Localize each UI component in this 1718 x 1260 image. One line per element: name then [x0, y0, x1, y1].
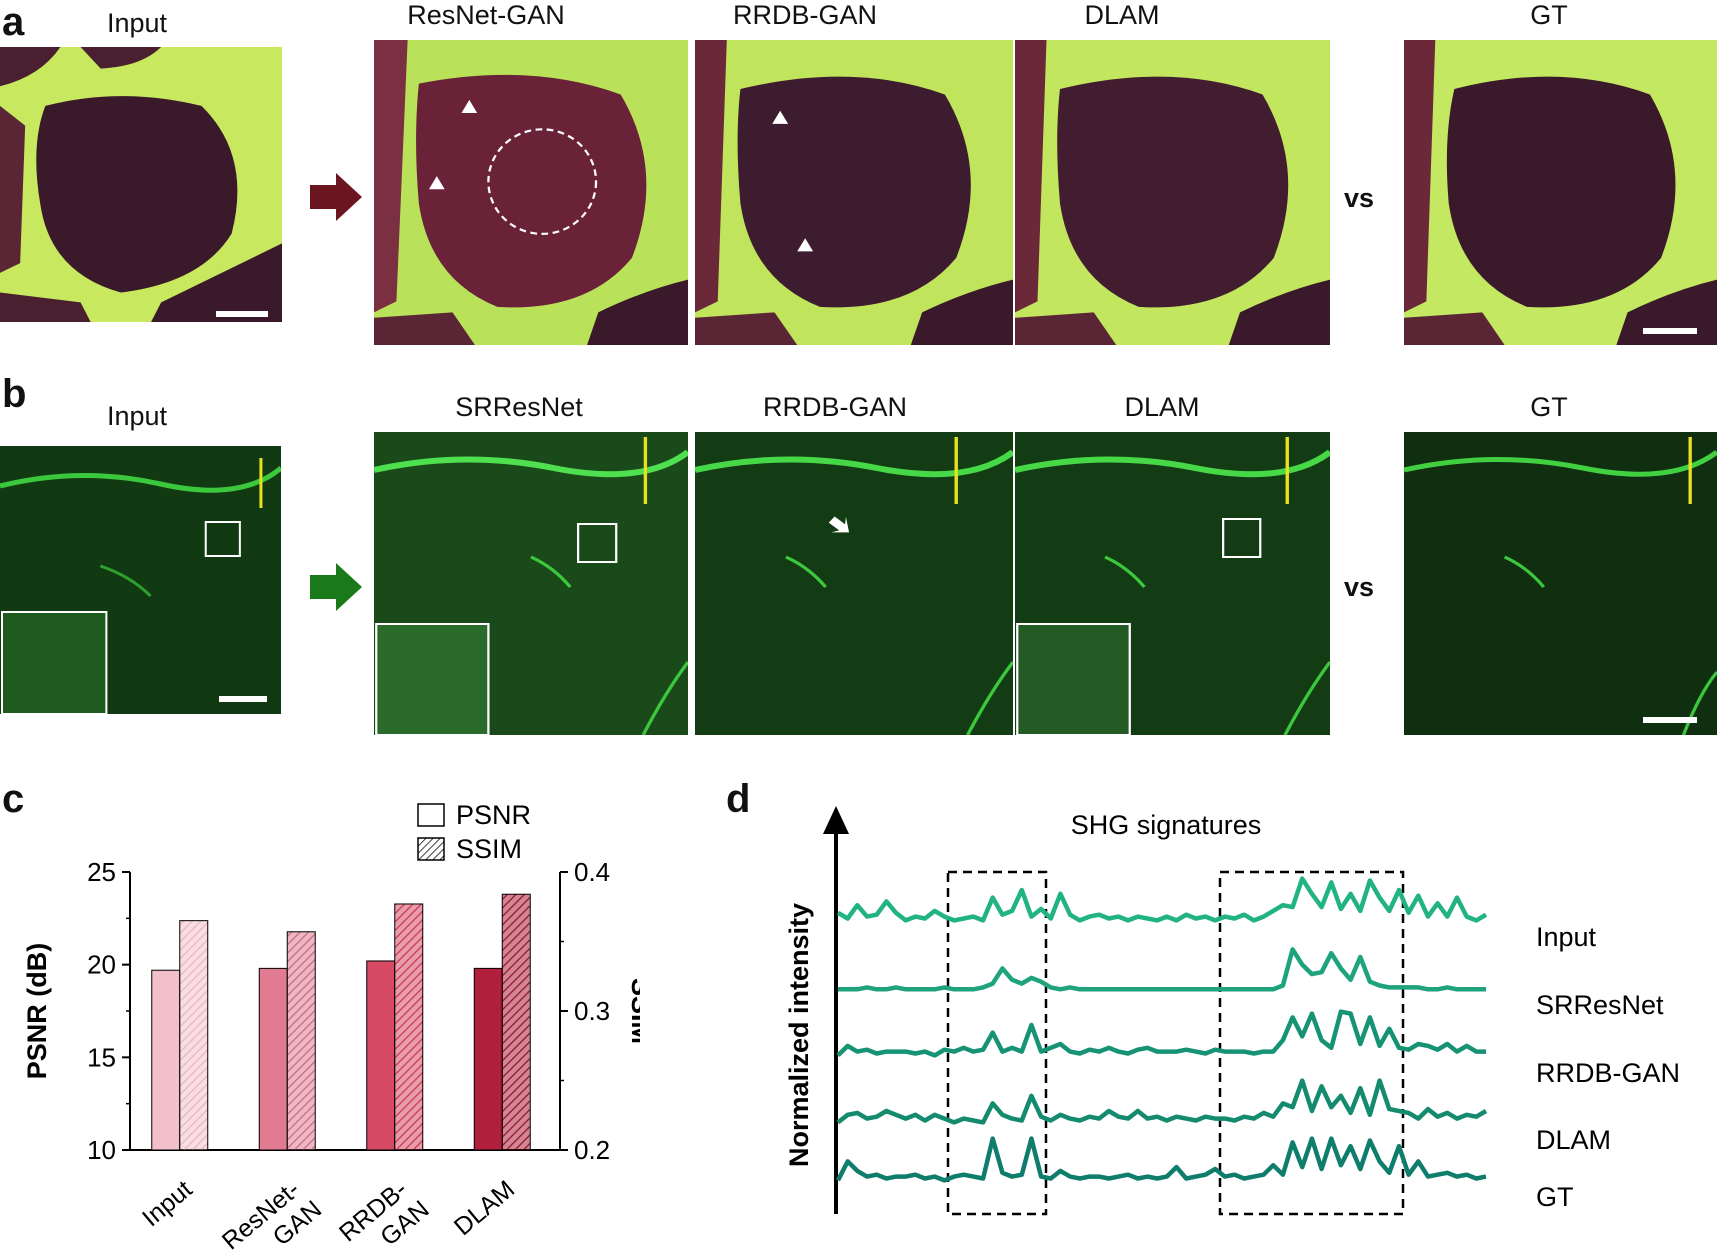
- panel-a-input-image: [0, 47, 282, 322]
- panel-b-input-scalebar: [219, 696, 267, 702]
- panel-b-title-gt: GT: [1530, 392, 1568, 422]
- series-label: GT: [1536, 1182, 1574, 1212]
- panel-b-title-rrdb-gan: RRDB-GAN: [762, 392, 908, 422]
- panel-a-gt-scalebar: [1643, 328, 1697, 334]
- signature-line: [836, 1078, 1488, 1125]
- signature-line: [838, 947, 1486, 992]
- panel-a-dlam-image: [1015, 40, 1330, 345]
- panel-a-arrow-icon: [310, 173, 362, 221]
- panel-a-letter: a: [2, 0, 25, 44]
- series-label: Input: [1536, 922, 1597, 952]
- x-tick-label: Input: [137, 1175, 198, 1232]
- panel-b-srresnet-image: [374, 432, 688, 735]
- signature-line: [835, 1136, 1487, 1183]
- legend-psnr-swatch: [417, 803, 445, 827]
- signature-line: [836, 1009, 1486, 1058]
- y-tick-label: 20: [87, 950, 116, 980]
- y-tick-label: 25: [87, 857, 116, 887]
- panel-b-title-dlam: DLAM: [1124, 392, 1200, 422]
- ssim-bar: [394, 903, 424, 1151]
- panel-a-gt-image: [1404, 40, 1717, 345]
- ssim-bar: [286, 931, 316, 1151]
- psnr-bar: [151, 969, 181, 1151]
- y-axis-arrowhead: [823, 806, 849, 834]
- highlight-box: [946, 870, 1048, 1216]
- panel-a-input-scalebar: [216, 311, 268, 317]
- panel-b-vs-label: vs: [1344, 572, 1375, 602]
- legend-psnr-label: PSNR: [456, 800, 531, 830]
- panel-c-letter: c: [2, 777, 25, 821]
- legend-ssim-label: SSIM: [456, 834, 522, 864]
- series-label: RRDB-GAN: [1536, 1058, 1680, 1088]
- panel-b-dlam-image: [1015, 432, 1330, 735]
- panel-a-title-rrdb-gan: RRDB-GAN: [732, 0, 878, 30]
- psnr-bar: [366, 960, 396, 1151]
- panel-b-title-srresnet: SRResNet: [455, 392, 583, 422]
- panel-b-gt-scalebar: [1643, 717, 1697, 723]
- y-axis-label: PSNR (dB): [22, 943, 52, 1080]
- panel-a-rrdb-gan-image: [695, 40, 1013, 345]
- psnr-bar: [258, 967, 288, 1151]
- panel-a-title-resnet-gan: ResNet-GAN: [407, 0, 565, 30]
- y-tick-label: 10: [87, 1135, 116, 1165]
- y2-tick-label: 0.4: [574, 857, 610, 887]
- panel-b-input-image: [0, 446, 281, 714]
- panel-a-title-gt: GT: [1530, 0, 1568, 30]
- panel-b-letter: b: [2, 372, 27, 416]
- ssim-bar: [501, 893, 531, 1151]
- x-tick-label: DLAM: [449, 1175, 520, 1241]
- chart-title: SHG signatures: [1071, 810, 1262, 840]
- panel-b-rrdb-gan-image: [695, 432, 1013, 735]
- y2-tick-label: 0.3: [574, 996, 610, 1026]
- series-label: DLAM: [1536, 1125, 1611, 1155]
- highlight-box: [1218, 870, 1405, 1216]
- panel-a-resnet-gan-image: [374, 40, 688, 345]
- panel-d-chart: Normalized intensity SHG signatures Input S…: [784, 806, 1680, 1216]
- y-axis-label: Normalized intensity: [784, 903, 814, 1167]
- legend-ssim-swatch: [417, 837, 445, 861]
- panel-b-arrow-icon: [310, 563, 362, 611]
- panel-a-title-input: Input: [106, 8, 168, 38]
- series-label: SRResNet: [1536, 990, 1664, 1020]
- panel-d-letter: d: [726, 777, 751, 821]
- panel-b-gt-image: [1404, 432, 1717, 735]
- ssim-bar: [179, 920, 209, 1151]
- y-tick-label: 15: [87, 1042, 116, 1072]
- psnr-bar: [473, 967, 503, 1151]
- panel-a-vs-label: vs: [1344, 183, 1375, 213]
- panel-a-title-dlam: DLAM: [1084, 0, 1160, 30]
- signature-line: [836, 876, 1488, 923]
- y2-tick-label: 0.2: [574, 1135, 610, 1165]
- panel-b-title-input: Input: [106, 401, 168, 431]
- y2-axis-label: SSIM: [626, 978, 640, 1044]
